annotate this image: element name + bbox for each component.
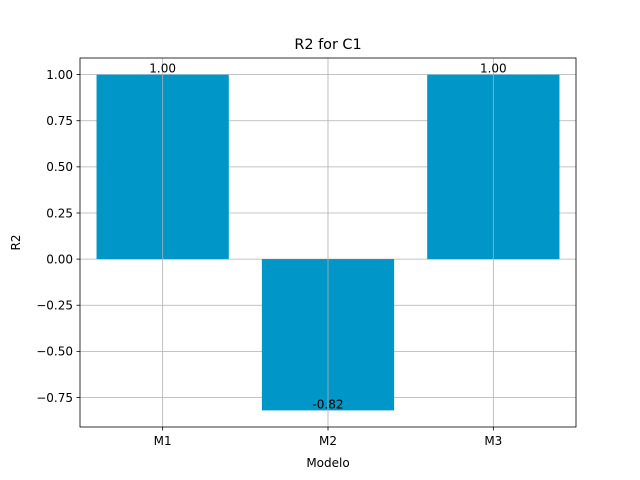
x-tick-label: M1 <box>154 434 172 448</box>
data-labels: 1.00 -0.82 1.00 <box>149 62 506 412</box>
data-label: -0.82 <box>312 397 343 411</box>
y-tick-label: 1.00 <box>46 68 73 82</box>
y-tick-label: −0.50 <box>36 345 73 359</box>
x-tick-label: M2 <box>319 434 337 448</box>
x-axis-title: Modelo <box>306 456 349 470</box>
y-axis-title: R2 <box>9 235 23 251</box>
chart-title: R2 for C1 <box>294 37 361 53</box>
y-tick-label: −0.75 <box>36 391 73 405</box>
y-tick-label: 0.75 <box>46 114 73 128</box>
x-axis: M1 M2 M3 <box>154 427 502 448</box>
y-tick-label: 0.25 <box>46 206 73 220</box>
x-tick-label: M3 <box>484 434 502 448</box>
data-label: 1.00 <box>480 62 507 76</box>
y-tick-label: 0.50 <box>46 160 73 174</box>
y-tick-label: 0.00 <box>46 252 73 266</box>
grid-vertical <box>162 58 494 427</box>
y-axis: −0.75 −0.50 −0.25 0.00 0.25 0.50 0.75 1.00 <box>36 68 80 405</box>
data-label: 1.00 <box>149 62 176 76</box>
y-tick-label: −0.25 <box>36 299 73 313</box>
